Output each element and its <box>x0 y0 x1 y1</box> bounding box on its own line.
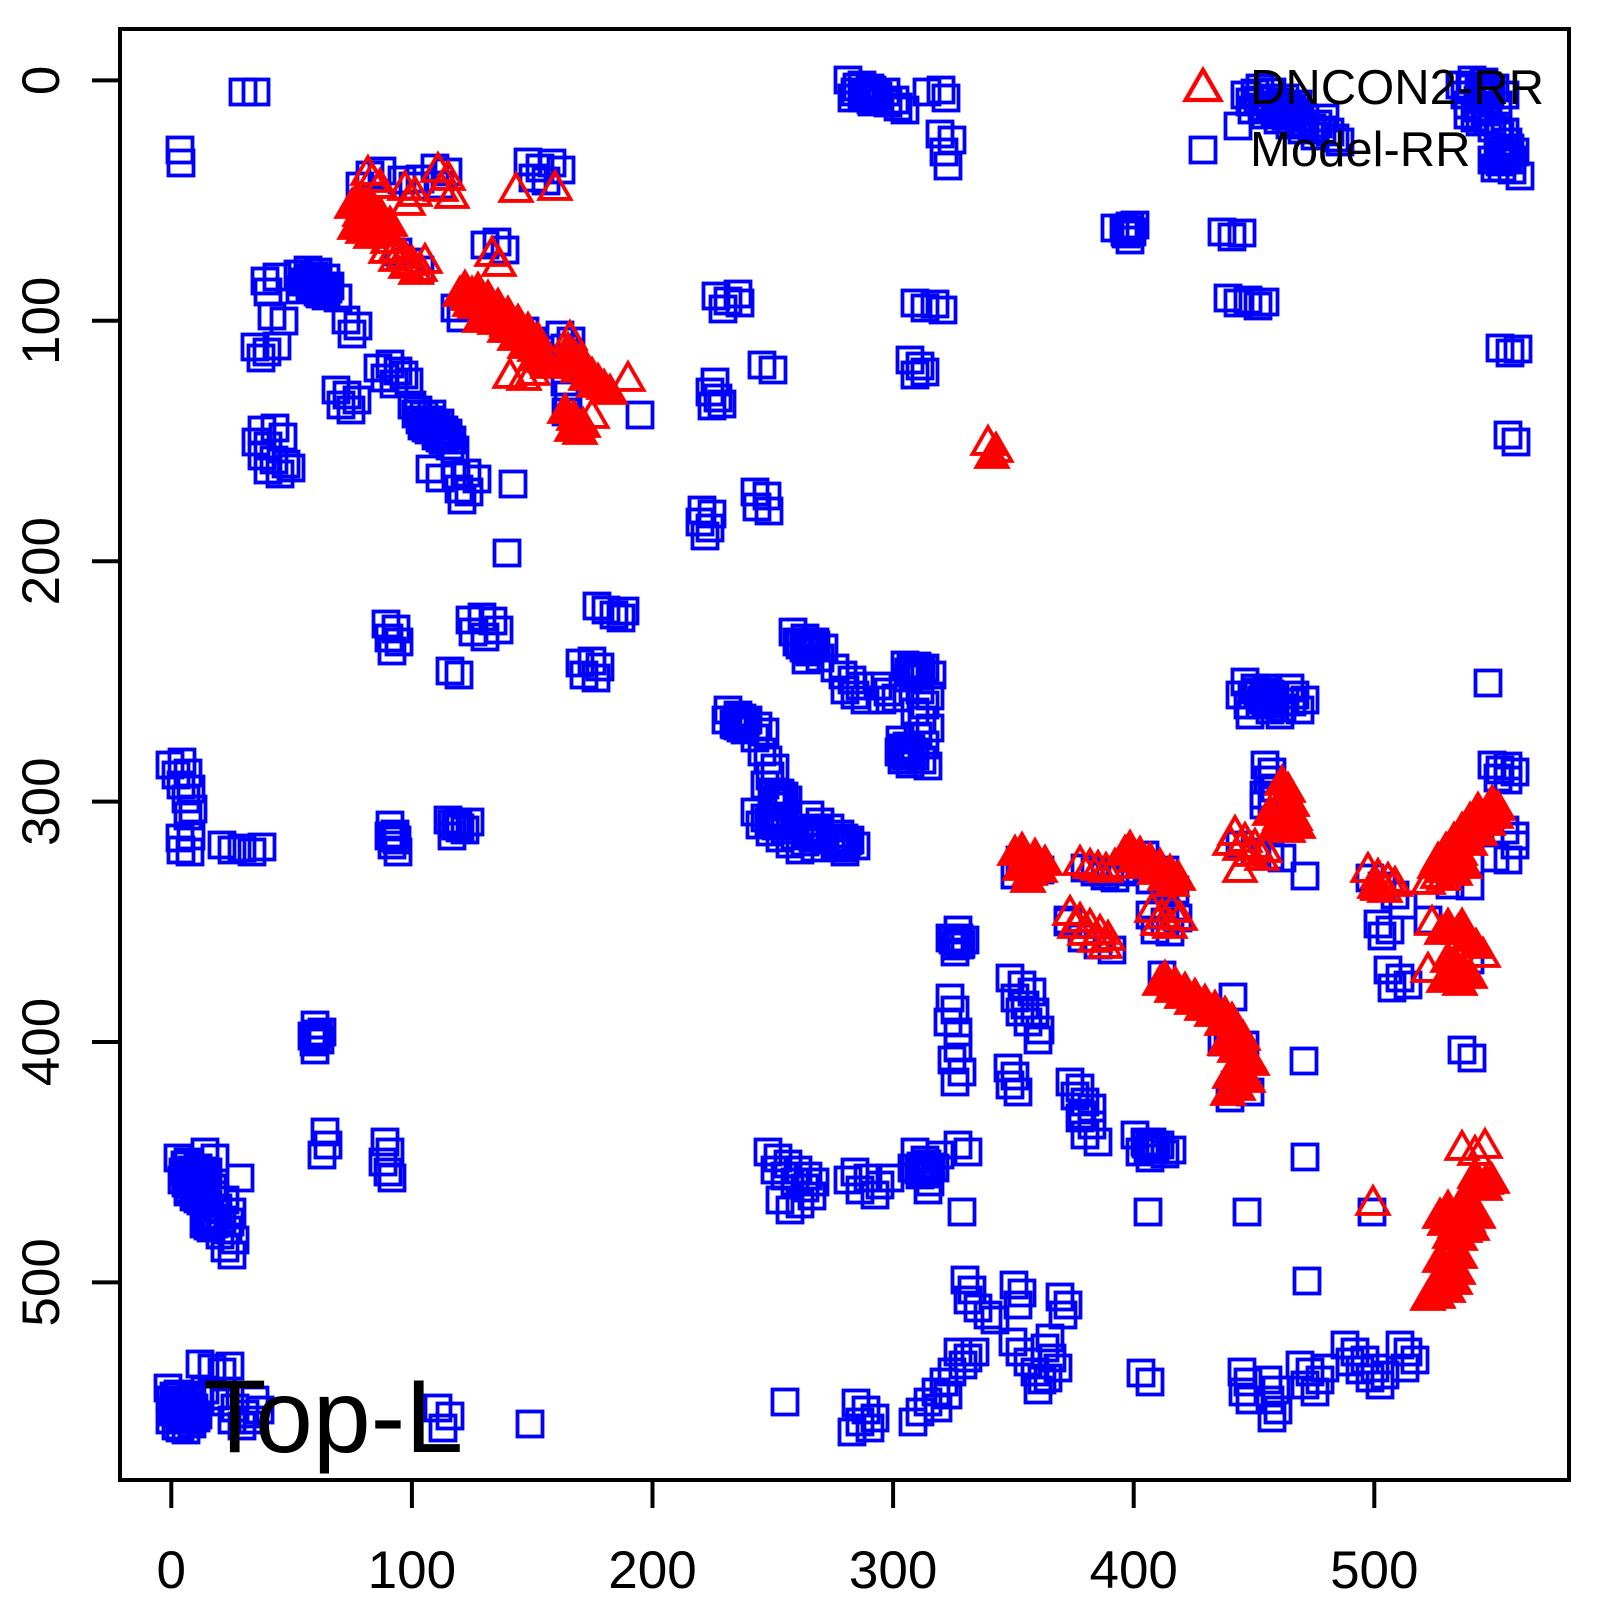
svg-text:300: 300 <box>12 757 71 845</box>
svg-text:0: 0 <box>12 66 71 95</box>
svg-text:200: 200 <box>12 517 71 605</box>
svg-text:400: 400 <box>12 998 71 1086</box>
svg-text:100: 100 <box>12 277 71 365</box>
svg-text:300: 300 <box>849 1541 937 1600</box>
svg-text:DNCON2-RR: DNCON2-RR <box>1250 61 1544 115</box>
svg-text:200: 200 <box>608 1541 696 1600</box>
svg-text:Top-L: Top-L <box>203 1359 463 1475</box>
svg-text:0: 0 <box>157 1541 186 1600</box>
svg-text:500: 500 <box>1330 1541 1418 1600</box>
svg-text:400: 400 <box>1089 1541 1177 1600</box>
svg-text:500: 500 <box>12 1238 71 1326</box>
svg-text:100: 100 <box>368 1541 456 1600</box>
svg-text:Model-RR: Model-RR <box>1250 123 1471 177</box>
